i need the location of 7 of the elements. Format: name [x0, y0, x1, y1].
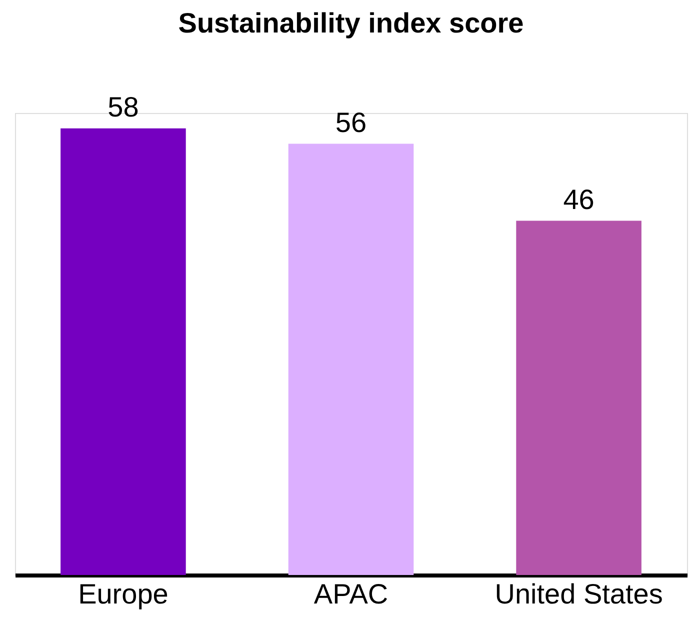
chart-title: Sustainability index score — [178, 7, 524, 38]
x-tick-label: United States — [494, 578, 663, 610]
x-tick-label: Europe — [78, 578, 168, 610]
data-label: 58 — [108, 91, 139, 122]
data-label: 56 — [335, 106, 367, 138]
data-label: 46 — [563, 184, 594, 215]
x-tick-label: APAC — [314, 578, 388, 610]
